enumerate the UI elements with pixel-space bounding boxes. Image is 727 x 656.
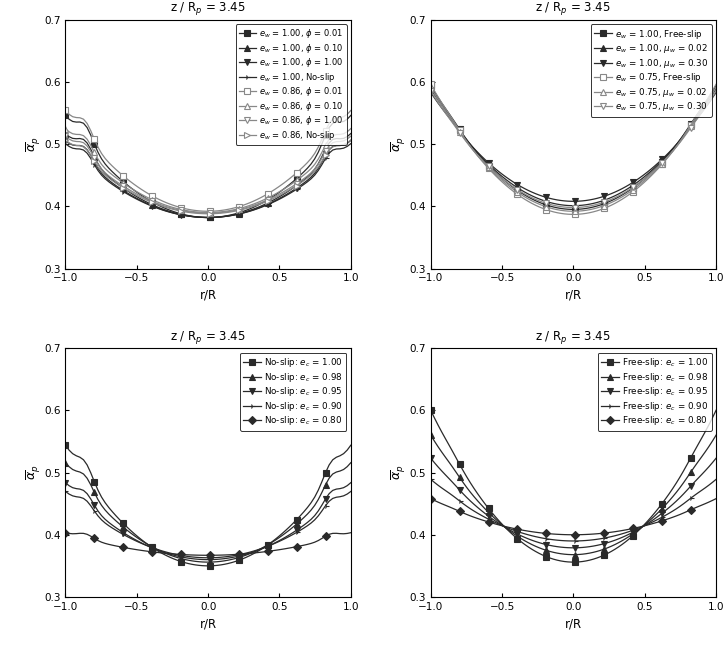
Y-axis label: $\overline{\alpha}_p$: $\overline{\alpha}_p$ — [390, 465, 408, 480]
Legend: Free-slip: $e_c$ = 1.00, Free-slip: $e_c$ = 0.98, Free-slip: $e_c$ = 0.95, Free-: Free-slip: $e_c$ = 1.00, Free-slip: $e_c… — [598, 352, 712, 431]
Y-axis label: $\overline{\alpha}_p$: $\overline{\alpha}_p$ — [390, 136, 408, 152]
X-axis label: r/R: r/R — [199, 289, 217, 302]
Title: z / R$_p$ = 3.45: z / R$_p$ = 3.45 — [536, 329, 611, 346]
Legend: $e_w$ = 1.00, $\phi$ = 0.01, $e_w$ = 1.00, $\phi$ = 0.10, $e_w$ = 1.00, $\phi$ =: $e_w$ = 1.00, $\phi$ = 0.01, $e_w$ = 1.0… — [236, 24, 347, 145]
Y-axis label: $\overline{\alpha}_p$: $\overline{\alpha}_p$ — [25, 136, 43, 152]
Title: z / R$_p$ = 3.45: z / R$_p$ = 3.45 — [170, 1, 246, 18]
Y-axis label: $\overline{\alpha}_p$: $\overline{\alpha}_p$ — [25, 465, 43, 480]
X-axis label: r/R: r/R — [199, 617, 217, 630]
Legend: $e_w$ = 1.00, Free-slip, $e_w$ = 1.00, $\mu_w$ = 0.02, $e_w$ = 1.00, $\mu_w$ = 0: $e_w$ = 1.00, Free-slip, $e_w$ = 1.00, $… — [590, 24, 712, 117]
X-axis label: r/R: r/R — [565, 617, 582, 630]
Title: z / R$_p$ = 3.45: z / R$_p$ = 3.45 — [170, 329, 246, 346]
Title: z / R$_p$ = 3.45: z / R$_p$ = 3.45 — [536, 1, 611, 18]
X-axis label: r/R: r/R — [565, 289, 582, 302]
Legend: No-slip: $e_c$ = 1.00, No-slip: $e_c$ = 0.98, No-slip: $e_c$ = 0.95, No-slip: $e: No-slip: $e_c$ = 1.00, No-slip: $e_c$ = … — [240, 352, 347, 431]
